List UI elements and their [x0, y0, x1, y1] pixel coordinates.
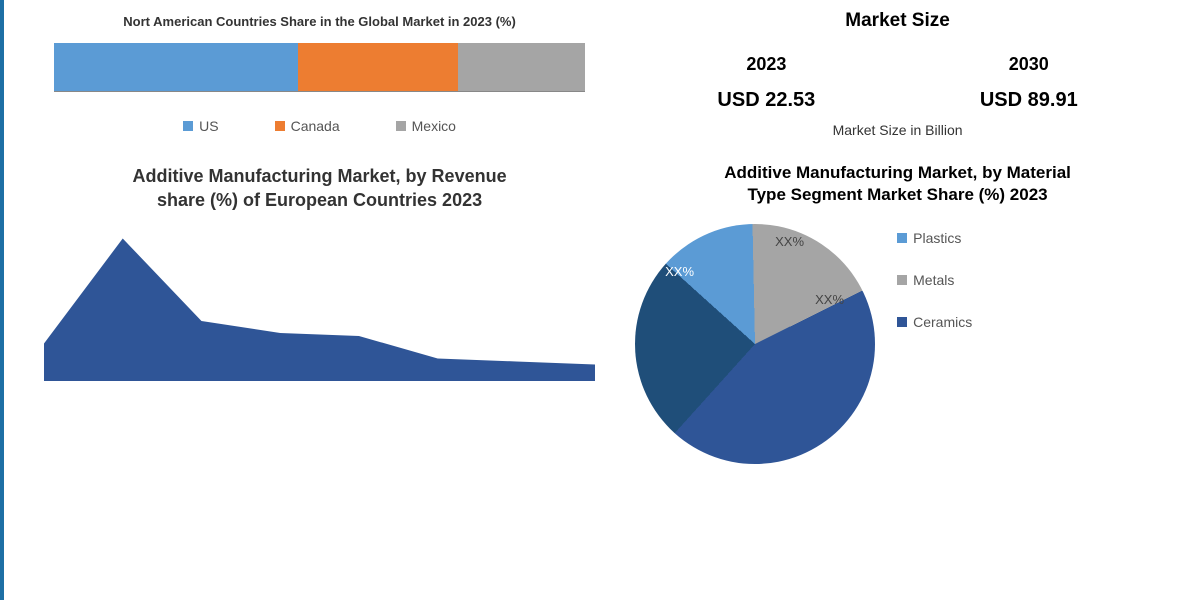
- pie-legend-plastics: Plastics: [897, 230, 972, 246]
- na-legend-canada: Canada: [275, 118, 340, 134]
- pie-legend-metals: Metals: [897, 272, 972, 288]
- market-size-years: 2023 2030: [635, 54, 1160, 75]
- pie-label-metals: XX%: [815, 292, 844, 307]
- swatch-icon: [897, 317, 907, 327]
- legend-label: Metals: [913, 272, 954, 288]
- material-pie-title: Additive Manufacturing Market, by Materi…: [708, 162, 1088, 206]
- swatch-icon: [275, 121, 285, 131]
- market-size-title: Market Size: [635, 10, 1160, 32]
- euro-area-fill: [44, 238, 595, 381]
- euro-area-title: Additive Manufacturing Market, by Revenu…: [110, 164, 530, 213]
- market-size-subtitle: Market Size in Billion: [635, 122, 1160, 138]
- na-share-seg-us: [54, 43, 298, 91]
- swatch-icon: [897, 233, 907, 243]
- material-pie: XX% XX% XX%: [635, 224, 875, 464]
- market-size-val-1: USD 89.91: [980, 89, 1078, 112]
- pie-label-other: XX%: [665, 264, 694, 279]
- legend-label: Ceramics: [913, 314, 972, 330]
- na-legend-mexico: Mexico: [396, 118, 456, 134]
- na-share-title: Nort American Countries Share in the Glo…: [44, 14, 595, 29]
- legend-label: Mexico: [412, 118, 456, 134]
- material-pie-legend: Plastics Metals Ceramics: [897, 224, 972, 330]
- market-size-year-1: 2030: [1009, 54, 1049, 75]
- na-share-seg-mexico: [458, 43, 585, 91]
- market-size-year-0: 2023: [746, 54, 786, 75]
- euro-area-chart: [44, 231, 595, 381]
- swatch-icon: [396, 121, 406, 131]
- na-share-bar: [44, 43, 595, 92]
- swatch-icon: [897, 275, 907, 285]
- pie-label-plastics: XX%: [775, 234, 804, 249]
- na-share-seg-canada: [298, 43, 457, 91]
- na-legend-us: US: [183, 118, 218, 134]
- na-share-legend: US Canada Mexico: [44, 118, 595, 134]
- legend-label: Canada: [291, 118, 340, 134]
- legend-label: US: [199, 118, 218, 134]
- pie-legend-ceramics: Ceramics: [897, 314, 972, 330]
- swatch-icon: [183, 121, 193, 131]
- market-size-val-0: USD 22.53: [717, 89, 815, 112]
- market-size-values: USD 22.53 USD 89.91: [635, 89, 1160, 112]
- legend-label: Plastics: [913, 230, 961, 246]
